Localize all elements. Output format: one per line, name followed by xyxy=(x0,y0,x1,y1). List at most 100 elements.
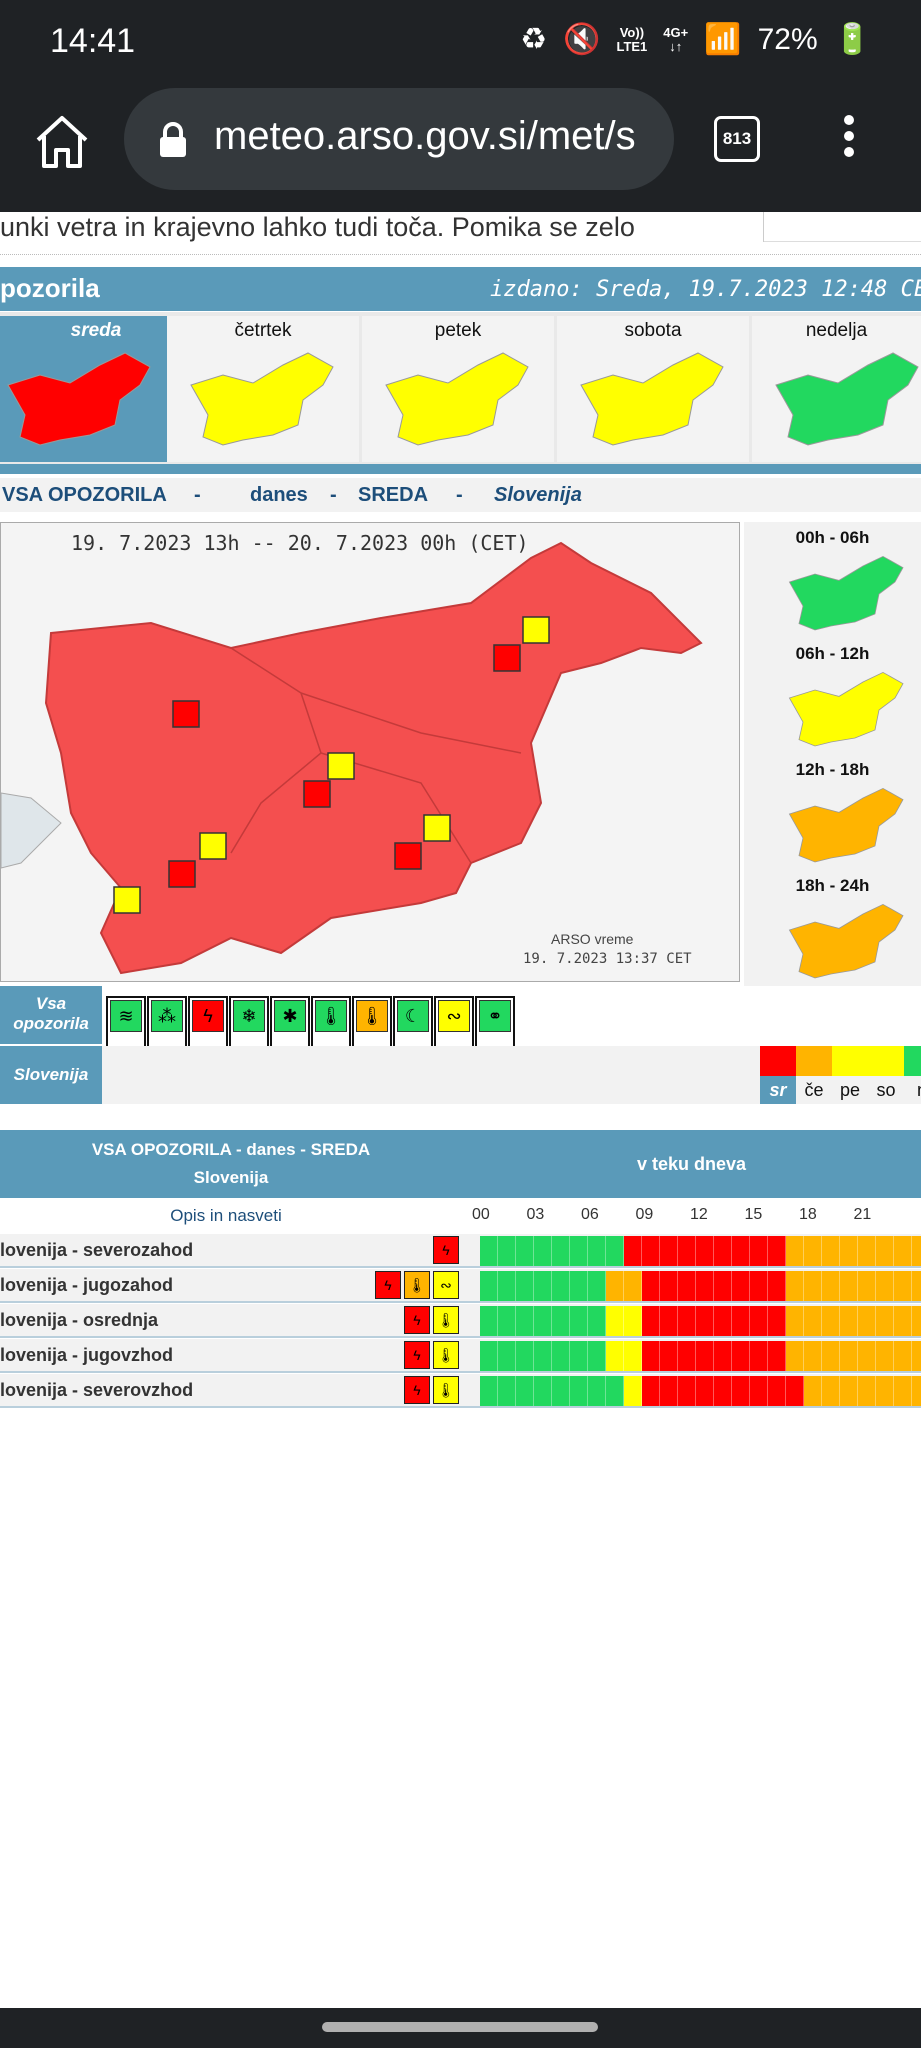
timeline-segment xyxy=(840,1236,858,1266)
timeline-segment xyxy=(750,1306,768,1336)
row-warning-icon[interactable]: ϟ xyxy=(404,1376,430,1404)
period-map-thumbnail xyxy=(788,555,904,631)
day-map-thumbnail xyxy=(775,352,919,446)
table-row[interactable]: lovenija - severovzhod ϟ 🌡 xyxy=(0,1374,921,1408)
row-warning-icon[interactable]: 🌡 xyxy=(404,1271,430,1299)
battery-level: 72% xyxy=(757,22,818,56)
day-map-thumbnail xyxy=(7,352,151,446)
timeline-segment xyxy=(606,1236,624,1266)
period-map-2[interactable]: 12h - 18h xyxy=(744,754,921,870)
menu-button[interactable] xyxy=(834,110,864,170)
timeline-segment xyxy=(732,1341,750,1371)
wind-icon: ≋ xyxy=(110,1000,142,1032)
day-tab-label: petek xyxy=(434,320,482,341)
hour-label: 15 xyxy=(744,1206,763,1223)
description-link[interactable]: Opis in nasveti xyxy=(170,1206,282,1225)
warning-map[interactable]: 19. 7.2023 13h -- 20. 7.2023 00h (CET) A… xyxy=(0,522,740,982)
cold-icon: 🌡 xyxy=(315,1000,347,1032)
timeline-segment xyxy=(714,1341,732,1371)
tab-count-button[interactable]: 813 xyxy=(714,116,760,162)
thunderstorm-icon: ϟ xyxy=(192,1000,224,1032)
menu-dot xyxy=(844,115,854,125)
day-strip-cell[interactable]: pe xyxy=(832,1046,868,1104)
timeline-segment xyxy=(840,1376,858,1406)
row-warning-icon[interactable]: 🌡 xyxy=(433,1306,459,1334)
day-tab-1[interactable]: četrtek xyxy=(167,316,359,462)
timeline-bar xyxy=(480,1271,921,1301)
day-tab-label: sreda xyxy=(70,320,122,341)
warning-type-cell[interactable]: 🌡 xyxy=(352,996,392,1054)
timeline-segment xyxy=(804,1271,822,1301)
timeline-segment xyxy=(552,1271,570,1301)
day-strip-cell[interactable]: če xyxy=(796,1046,832,1104)
table-header-title: VSA OPOZORILA - danes - SREDA xyxy=(91,1140,371,1159)
network-indicator: 4G+ ↓↑ xyxy=(663,24,689,54)
day-tab-2[interactable]: petek xyxy=(362,316,554,462)
warning-type-cell[interactable]: 🌡 xyxy=(311,996,351,1054)
period-map-3[interactable]: 18h - 24h xyxy=(744,870,921,986)
region-name: lovenija - severovzhod xyxy=(0,1380,194,1400)
home-icon xyxy=(36,116,88,168)
timeline-segment xyxy=(858,1236,876,1266)
timeline-segment xyxy=(840,1341,858,1371)
row-warning-icon[interactable]: 🌡 xyxy=(433,1376,459,1404)
timeline-segment xyxy=(534,1341,552,1371)
address-bar[interactable]: meteo.arso.gov.si/met/s xyxy=(124,88,674,190)
timeline-segment xyxy=(480,1271,498,1301)
hour-label: 09 xyxy=(635,1206,654,1223)
table-row[interactable]: lovenija - jugozahod ϟ 🌡 ∾ xyxy=(0,1269,921,1303)
timeline-segment xyxy=(642,1236,660,1266)
day-tab-3[interactable]: sobota xyxy=(557,316,749,462)
home-button[interactable] xyxy=(30,110,94,174)
timeline-segment xyxy=(624,1271,642,1301)
timeline-segment xyxy=(786,1341,804,1371)
timeline-bar xyxy=(480,1341,921,1371)
row-warning-icon[interactable]: ∾ xyxy=(433,1271,459,1299)
timeline-segment xyxy=(516,1306,534,1336)
day-strip-cell[interactable]: sr xyxy=(760,1046,796,1104)
timeline-segment xyxy=(660,1236,678,1266)
row-warning-icon[interactable]: 🌡 xyxy=(433,1341,459,1369)
period-map-0[interactable]: 00h - 06h xyxy=(744,522,921,638)
title-region: Slovenija xyxy=(494,484,582,506)
timeline-segment xyxy=(552,1341,570,1371)
day-strip-cell[interactable]: n xyxy=(904,1046,921,1104)
timeline-segment xyxy=(588,1376,606,1406)
timeline-segment xyxy=(678,1306,696,1336)
table-row[interactable]: lovenija - severozahod ϟ xyxy=(0,1234,921,1268)
warning-type-cell[interactable]: ⁂ xyxy=(147,996,187,1054)
timeline-bar xyxy=(480,1376,921,1406)
timeline-segment xyxy=(588,1271,606,1301)
map-timestamp: 19. 7.2023 13:37 CET xyxy=(523,951,692,967)
timeline-segment xyxy=(480,1306,498,1336)
table-row[interactable]: lovenija - osrednja ϟ 🌡 xyxy=(0,1304,921,1338)
row-warning-icon[interactable]: ϟ xyxy=(433,1236,459,1264)
day-tab-label: sobota xyxy=(624,320,682,341)
warning-type-cell[interactable]: ≋ xyxy=(106,996,146,1054)
timeline-segment xyxy=(876,1236,894,1266)
timeline-segment xyxy=(570,1306,588,1336)
timeline-segment xyxy=(732,1271,750,1301)
day-strip-cell[interactable]: so xyxy=(868,1046,904,1104)
timeline-segment xyxy=(678,1341,696,1371)
timeline-segment xyxy=(552,1306,570,1336)
day-strip-label: n xyxy=(904,1076,921,1104)
period-map-1[interactable]: 06h - 12h xyxy=(744,638,921,754)
table-row[interactable]: lovenija - jugovzhod ϟ 🌡 xyxy=(0,1339,921,1373)
warning-type-cell[interactable]: ⚭ xyxy=(475,996,515,1054)
day-tab-4[interactable]: nedelja xyxy=(752,316,921,462)
period-label: 06h - 12h xyxy=(795,644,870,663)
row-warning-icon[interactable]: ϟ xyxy=(404,1341,430,1369)
timeline-segment xyxy=(876,1376,894,1406)
navigation-bar xyxy=(0,2008,921,2048)
day-strip-color xyxy=(760,1046,796,1076)
day-tab-0[interactable]: sreda xyxy=(0,316,192,462)
warning-type-cell[interactable]: ϟ xyxy=(188,996,228,1054)
row-warning-icon[interactable]: ϟ xyxy=(404,1306,430,1334)
hour-label: 18 xyxy=(799,1206,817,1223)
day-strip-label: sr xyxy=(760,1076,796,1104)
home-gesture-handle[interactable] xyxy=(322,2022,598,2032)
snow-icon: ❄ xyxy=(233,1000,265,1032)
row-warning-icon[interactable]: ϟ xyxy=(375,1271,401,1299)
timeline-segment xyxy=(732,1236,750,1266)
